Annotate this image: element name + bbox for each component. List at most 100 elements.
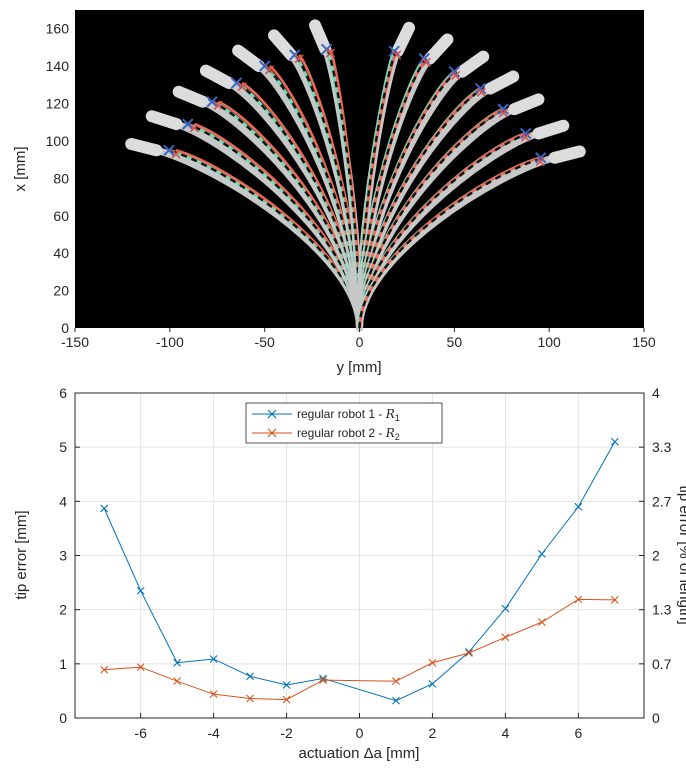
bottom-y-ticks: 0 1 2 3 4 5 6 bbox=[59, 385, 80, 726]
series-point bbox=[428, 658, 437, 667]
legend-box bbox=[245, 402, 443, 444]
top-y-tick-label: 140 bbox=[46, 58, 70, 74]
tip-marker-2 bbox=[171, 149, 181, 159]
series-point bbox=[574, 595, 583, 604]
bottom-x-tick-label: -2 bbox=[280, 725, 293, 741]
series-point bbox=[574, 502, 583, 511]
tip-marker-2 bbox=[325, 48, 336, 58]
bottom-x-tick-label: -4 bbox=[207, 725, 220, 741]
top-y-tick-label: 0 bbox=[61, 320, 69, 336]
bottom-y-tick-label: 0 bbox=[59, 710, 67, 726]
bottom-y-tick-label: 1 bbox=[59, 656, 67, 672]
robot-curve-group bbox=[356, 145, 586, 332]
series-point bbox=[246, 672, 254, 681]
bottom-y-tick-label: 4 bbox=[59, 493, 67, 509]
series-point bbox=[209, 655, 218, 663]
series-1 bbox=[100, 437, 619, 705]
tip-marker-1 bbox=[474, 82, 487, 95]
tip-marker-2 bbox=[265, 65, 275, 75]
series-point bbox=[282, 681, 291, 689]
series-point bbox=[392, 696, 400, 705]
top-x-tick-label: -150 bbox=[61, 334, 89, 350]
tip-marker-2 bbox=[213, 100, 223, 110]
series-point bbox=[610, 437, 619, 446]
series-line bbox=[104, 598, 615, 701]
tip-marker-1 bbox=[519, 127, 532, 140]
top-y-tick-label: 120 bbox=[46, 96, 70, 112]
tip-marker-1 bbox=[206, 95, 218, 108]
legend-label-1: regular robot 1 - R1 bbox=[297, 407, 400, 423]
robot-tip-cap bbox=[456, 50, 490, 78]
bottom-y2-tick-label: 0.7 bbox=[652, 656, 672, 672]
series-point bbox=[100, 665, 109, 674]
reference-curve bbox=[358, 132, 530, 329]
bottom-y2-tick-label: 2.7 bbox=[652, 493, 672, 509]
robot-tip-cap bbox=[423, 33, 454, 65]
top-x-tick-label: -50 bbox=[255, 334, 275, 350]
top-y-axis-label: x [mm] bbox=[12, 147, 29, 192]
reference-curve bbox=[264, 65, 361, 329]
bottom-y2-ticks: 0 0.7 1.3 2 2.7 3.3 4 bbox=[639, 385, 672, 726]
tip-marker-1 bbox=[258, 60, 271, 72]
tip-marker-2 bbox=[421, 57, 431, 67]
robot-tip-cap bbox=[125, 137, 163, 157]
tip-marker-2 bbox=[451, 70, 461, 81]
bottom-y2-tick-label: 1.3 bbox=[652, 602, 672, 618]
robot-tip-cap bbox=[548, 145, 586, 164]
bottom-y-tick-label: 5 bbox=[59, 439, 67, 455]
series-point bbox=[173, 658, 182, 667]
tip-marker-1 bbox=[230, 77, 243, 89]
top-x-tick-label: 150 bbox=[632, 334, 656, 350]
bottom-y-axis-label: tip error [mm] bbox=[13, 510, 30, 599]
series-point bbox=[465, 649, 473, 657]
top-x-ticks: -150 -100 -50 0 50 100 150 bbox=[61, 328, 656, 350]
top-y-tick-label: 40 bbox=[53, 245, 69, 261]
series-point bbox=[209, 690, 218, 699]
robot-tip-cap bbox=[484, 70, 520, 95]
tip-marker-2 bbox=[535, 156, 545, 167]
tip-marker-2 bbox=[520, 132, 531, 142]
bottom-panel: -6 -4 -2 0 2 4 6 0 1 2 3 4 5 6 0 0.7 1.3 2 2.7 3.3 4 actua… bbox=[13, 385, 686, 762]
series-point bbox=[465, 648, 473, 656]
top-y-tick-label: 160 bbox=[46, 21, 70, 37]
reference-curve bbox=[358, 156, 545, 329]
series-point bbox=[537, 618, 546, 627]
top-panel: -150 -100 -50 0 50 100 150 0 20 40 60 80 100 120 140 1… bbox=[12, 10, 656, 376]
series-point bbox=[246, 694, 254, 703]
robot-tip-cap bbox=[391, 21, 416, 58]
bottom-series-layer bbox=[100, 437, 619, 705]
bottom-y2-axis-label: tip error [% of length] bbox=[676, 485, 686, 624]
bottom-y2-tick-label: 0 bbox=[652, 710, 660, 726]
legend-marker-1 bbox=[267, 409, 277, 419]
series-point bbox=[282, 695, 291, 704]
bottom-grid bbox=[75, 392, 644, 719]
top-y-tick-label: 100 bbox=[46, 133, 70, 149]
series-point bbox=[136, 586, 145, 595]
tip-marker-1 bbox=[497, 103, 509, 115]
bottom-y2-tick-label: 4 bbox=[652, 385, 660, 401]
tip-marker-1 bbox=[534, 152, 547, 164]
top-x-tick-label: -100 bbox=[156, 334, 184, 350]
bottom-x-axis-label: actuation Δa [mm] bbox=[299, 745, 420, 762]
series-point bbox=[537, 549, 546, 558]
top-y-tick-label: 60 bbox=[53, 208, 69, 224]
reference-curve bbox=[358, 70, 458, 329]
robot-tip-cap bbox=[232, 44, 265, 73]
top-x-tick-label: 50 bbox=[447, 334, 463, 350]
series-point bbox=[100, 504, 109, 513]
tip-marker-1 bbox=[181, 118, 194, 130]
tip-marker-1 bbox=[448, 66, 461, 78]
series-point bbox=[136, 663, 145, 671]
robot-tip-cap bbox=[172, 85, 209, 108]
tip-marker-2 bbox=[392, 50, 402, 60]
series-point bbox=[392, 677, 400, 686]
bottom-y2-tick-label: 3.3 bbox=[652, 439, 672, 455]
legend-label-2: regular robot 2 - R2 bbox=[297, 426, 400, 442]
series-point bbox=[501, 604, 510, 613]
bottom-y-tick-label: 6 bbox=[59, 385, 67, 401]
reference-curve bbox=[358, 87, 484, 329]
tip-marker-1 bbox=[163, 144, 175, 157]
robot-tip-cap bbox=[508, 93, 545, 116]
tip-marker-2 bbox=[498, 108, 509, 118]
series-line bbox=[103, 441, 616, 702]
